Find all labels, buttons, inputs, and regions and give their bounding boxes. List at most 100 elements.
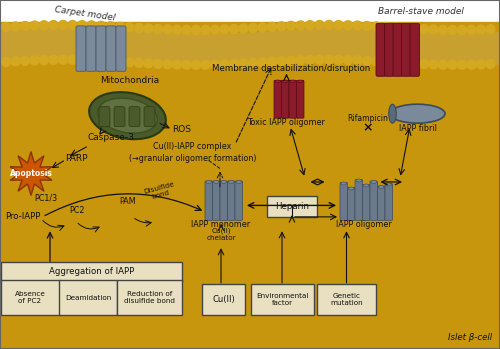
Circle shape <box>201 25 210 34</box>
Circle shape <box>391 23 400 32</box>
Text: Absence
of PC2: Absence of PC2 <box>14 291 46 304</box>
FancyBboxPatch shape <box>384 23 394 76</box>
Ellipse shape <box>389 104 396 123</box>
Circle shape <box>372 57 381 66</box>
Circle shape <box>239 24 248 33</box>
Circle shape <box>315 21 324 29</box>
Circle shape <box>210 60 220 69</box>
FancyBboxPatch shape <box>220 181 228 220</box>
FancyBboxPatch shape <box>378 186 385 220</box>
Circle shape <box>362 57 372 65</box>
Circle shape <box>106 22 115 31</box>
Circle shape <box>438 25 448 34</box>
Ellipse shape <box>236 180 242 184</box>
Circle shape <box>172 25 182 34</box>
Text: PAM: PAM <box>119 198 136 206</box>
FancyBboxPatch shape <box>410 23 420 76</box>
FancyBboxPatch shape <box>267 196 317 217</box>
Circle shape <box>154 59 162 68</box>
Circle shape <box>429 25 438 34</box>
FancyBboxPatch shape <box>76 26 86 71</box>
Circle shape <box>391 58 400 67</box>
Circle shape <box>30 21 39 30</box>
Text: Cu(II): Cu(II) <box>212 295 235 304</box>
Circle shape <box>353 56 362 65</box>
Circle shape <box>277 22 286 31</box>
FancyBboxPatch shape <box>317 284 376 315</box>
Circle shape <box>334 21 343 30</box>
Text: Pro-IAPP: Pro-IAPP <box>5 213 41 221</box>
Circle shape <box>429 60 438 69</box>
Ellipse shape <box>378 185 384 188</box>
FancyBboxPatch shape <box>212 181 220 220</box>
Circle shape <box>420 25 428 34</box>
FancyBboxPatch shape <box>274 80 281 118</box>
FancyBboxPatch shape <box>402 23 411 76</box>
Circle shape <box>353 21 362 30</box>
FancyBboxPatch shape <box>86 26 96 71</box>
Circle shape <box>2 58 11 66</box>
Circle shape <box>458 25 466 35</box>
FancyBboxPatch shape <box>59 280 117 315</box>
Circle shape <box>344 21 352 30</box>
Circle shape <box>362 22 372 30</box>
Circle shape <box>68 21 77 29</box>
Circle shape <box>96 21 106 30</box>
Text: Heparin: Heparin <box>275 202 309 211</box>
Ellipse shape <box>290 80 296 82</box>
Circle shape <box>78 55 86 65</box>
Text: PC1/3: PC1/3 <box>34 193 58 202</box>
Text: PARP: PARP <box>65 154 88 163</box>
Text: Cu(II)-IAPP complex
(→granular oligomer formation): Cu(II)-IAPP complex (→granular oligomer … <box>129 142 256 163</box>
Circle shape <box>476 25 486 34</box>
FancyBboxPatch shape <box>340 183 347 220</box>
Circle shape <box>410 24 419 33</box>
FancyBboxPatch shape <box>250 284 314 315</box>
Text: IAPP oligomer: IAPP oligomer <box>336 220 392 229</box>
Circle shape <box>296 56 305 65</box>
Circle shape <box>438 60 448 69</box>
FancyBboxPatch shape <box>0 280 60 315</box>
Ellipse shape <box>275 80 280 82</box>
FancyBboxPatch shape <box>289 80 296 118</box>
Text: Membrane destabilization/disruption: Membrane destabilization/disruption <box>212 64 370 73</box>
Ellipse shape <box>386 183 392 186</box>
FancyBboxPatch shape <box>355 179 362 220</box>
Circle shape <box>230 24 238 34</box>
Circle shape <box>20 57 30 65</box>
Circle shape <box>476 60 486 69</box>
Circle shape <box>201 60 210 69</box>
Circle shape <box>163 25 172 34</box>
Text: Disulfide
bond: Disulfide bond <box>143 181 177 201</box>
Circle shape <box>144 24 153 33</box>
Circle shape <box>96 56 106 65</box>
Circle shape <box>220 60 229 69</box>
FancyBboxPatch shape <box>117 280 182 315</box>
FancyBboxPatch shape <box>106 26 116 71</box>
Circle shape <box>410 59 419 68</box>
Ellipse shape <box>371 180 376 184</box>
FancyBboxPatch shape <box>116 26 126 71</box>
Circle shape <box>258 23 267 32</box>
Text: Rifampicin: Rifampicin <box>347 114 388 123</box>
Circle shape <box>306 55 314 65</box>
Circle shape <box>125 23 134 32</box>
FancyBboxPatch shape <box>282 80 289 118</box>
Circle shape <box>248 23 258 32</box>
Circle shape <box>400 24 409 33</box>
Circle shape <box>49 55 58 65</box>
FancyBboxPatch shape <box>296 80 304 118</box>
Text: Carpet model: Carpet model <box>54 6 116 23</box>
FancyBboxPatch shape <box>114 107 125 127</box>
Circle shape <box>125 58 134 67</box>
Ellipse shape <box>348 187 354 190</box>
Text: IAPP fibril: IAPP fibril <box>398 124 436 133</box>
Circle shape <box>11 22 20 31</box>
Circle shape <box>58 55 68 64</box>
Ellipse shape <box>206 180 212 184</box>
Text: Apoptosis: Apoptosis <box>10 169 52 178</box>
Circle shape <box>144 59 153 68</box>
Ellipse shape <box>298 80 303 82</box>
FancyBboxPatch shape <box>370 181 378 220</box>
Circle shape <box>334 55 343 65</box>
